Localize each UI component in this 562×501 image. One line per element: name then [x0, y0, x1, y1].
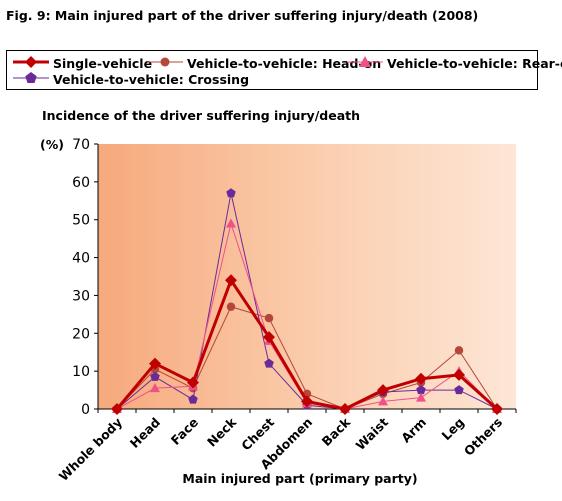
data-point: [377, 384, 389, 397]
y-tick-label: 10: [72, 364, 90, 380]
chart-title: Incidence of the driver suffering injury…: [42, 108, 360, 123]
y-tick-label: 0: [81, 402, 90, 418]
x-tick-label: Waist: [353, 415, 392, 454]
x-tick-label: Neck: [204, 414, 240, 450]
legend-marker-circle-icon: [147, 57, 183, 67]
x-tick-label: Arm: [398, 415, 429, 446]
legend-marker-diamond-icon: [13, 56, 49, 68]
legend-label: Vehicle-to-vehicle: Crossing: [53, 72, 250, 87]
data-point: [111, 403, 123, 415]
data-point: [454, 385, 464, 395]
data-point: [339, 403, 351, 415]
x-tick-label: Face: [168, 415, 201, 448]
y-tick-label: 40: [72, 251, 90, 267]
data-point: [416, 385, 426, 395]
data-point: [187, 376, 199, 389]
data-point: [226, 218, 236, 228]
x-tick-label: Leg: [439, 415, 468, 444]
y-tick-label: 50: [72, 213, 90, 229]
legend-label: Vehicle-to-vehicle: Rear-end: [387, 56, 562, 71]
legend-label: Single-vehicle: [53, 56, 153, 71]
y-tick-label: 60: [72, 175, 90, 191]
data-point: [263, 331, 275, 344]
data-point: [264, 358, 274, 368]
y-axis-label: (%): [40, 137, 64, 152]
data-point: [454, 346, 464, 355]
data-point: [415, 372, 427, 385]
data-point: [150, 371, 160, 381]
chart-legend: Single-vehicle Vehicle-to-vehicle: Head-…: [6, 50, 562, 90]
data-point: [226, 188, 236, 198]
data-point: [264, 313, 274, 323]
data-point: [378, 396, 388, 406]
x-tick-label: Head: [127, 415, 163, 451]
y-tick-label: 20: [72, 326, 90, 342]
series-single-vehicle: [111, 274, 503, 415]
legend-marker-pentagon-icon: [13, 72, 49, 83]
y-tick-label: 70: [72, 137, 90, 153]
data-point: [226, 302, 236, 312]
legend-marker-triangle-icon: [347, 56, 383, 67]
data-point: [149, 357, 161, 370]
x-tick-label: Whole body: [56, 415, 125, 484]
y-tick-label: 30: [72, 288, 90, 304]
plot-area: [98, 144, 516, 409]
x-tick-label: Others: [461, 415, 505, 459]
data-point: [150, 383, 160, 393]
figure-title: Fig. 9: Main injured part of the driver …: [6, 8, 479, 23]
x-axis-title: Main injured part (primary party): [182, 471, 417, 486]
data-point: [301, 395, 313, 408]
data-point: [225, 274, 237, 287]
data-point: [453, 368, 465, 381]
data-point: [491, 403, 503, 415]
legend-label: Vehicle-to-vehicle: Head-on: [187, 56, 382, 71]
x-tick-label: Back: [319, 414, 354, 449]
data-point: [416, 392, 426, 402]
data-point: [188, 394, 198, 404]
